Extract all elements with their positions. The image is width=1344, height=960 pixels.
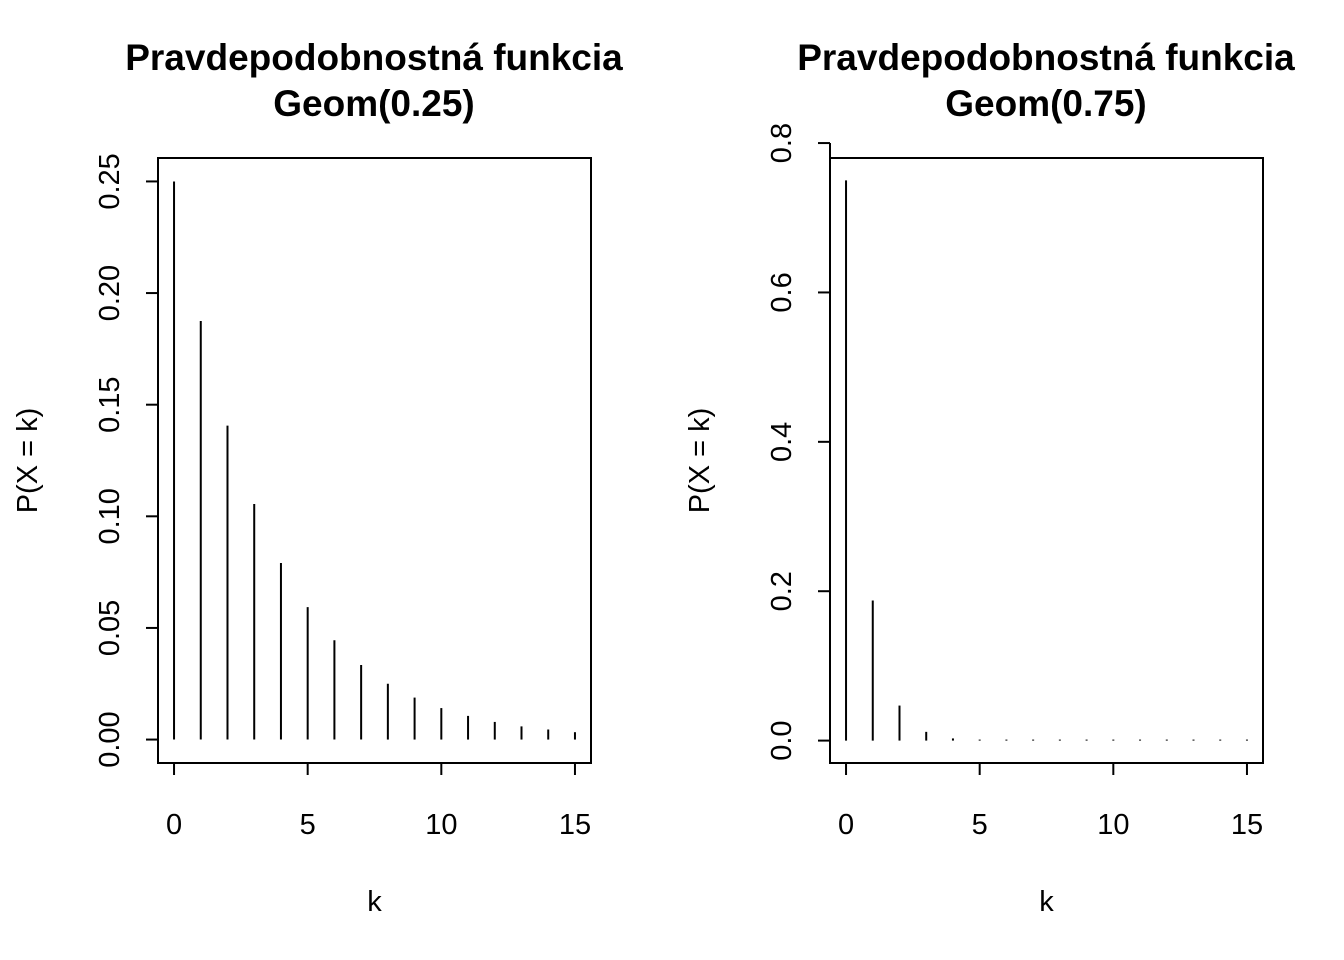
y-tick-label: 0.05 [94, 600, 126, 656]
y-axis-label: P(X = k) [12, 408, 44, 514]
x-tick-label: 5 [972, 809, 988, 841]
chart-title: Pravdepodobnostná funkcia [797, 37, 1295, 78]
y-tick-label: 0.00 [94, 711, 126, 767]
y-tick-label: 0.2 [766, 571, 798, 611]
x-axis-label: k [367, 886, 382, 918]
plot-frame [829, 157, 1264, 764]
x-tick-label: 0 [838, 809, 854, 841]
x-tick-label: 15 [559, 809, 591, 841]
y-tick-label: 0.10 [94, 488, 126, 544]
x-tick-label: 10 [1097, 809, 1129, 841]
x-axis-label: k [1039, 886, 1054, 918]
x-tick-label: 5 [300, 809, 316, 841]
y-axis-label: P(X = k) [684, 408, 716, 514]
y-tick-label: 0.6 [766, 272, 798, 312]
chart-panel-geom-0-25: Pravdepodobnostná funkcia Geom(0.25) 0 5 10 1… [12, 37, 623, 918]
y-tick-label: 0.8 [766, 123, 798, 163]
y-tick-label: 0.4 [766, 422, 798, 462]
x-tick-label: 10 [425, 809, 457, 841]
chart-subtitle: Geom(0.75) [945, 83, 1147, 124]
y-tick-label: 0.25 [94, 153, 126, 209]
y-tick-label: 0.0 [766, 720, 798, 760]
chart-subtitle: Geom(0.25) [273, 83, 475, 124]
plot-frame [157, 157, 592, 764]
y-tick-label: 0.15 [94, 376, 126, 432]
chart-panel-geom-0-75: Pravdepodobnostná funkcia Geom(0.75) 0 5 10 1… [684, 37, 1295, 918]
chart-title: Pravdepodobnostná funkcia [125, 37, 623, 78]
y-tick-label: 0.20 [94, 265, 126, 321]
x-tick-label: 15 [1231, 809, 1263, 841]
x-tick-label: 0 [166, 809, 182, 841]
